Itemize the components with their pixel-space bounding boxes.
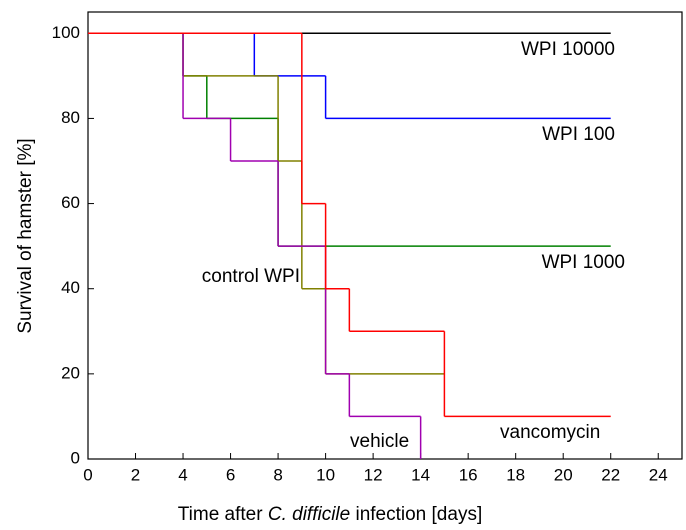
series-label: WPI 1000: [542, 252, 625, 273]
series-label: vancomycin: [500, 422, 600, 443]
x-title-part: C. difficile: [268, 504, 350, 525]
x-tick-label: 10: [316, 465, 335, 484]
x-tick-label: 8: [273, 465, 282, 484]
y-axis-title: Survival of hamster [%]: [15, 138, 36, 333]
x-tick-label: 24: [649, 465, 668, 484]
x-tick-label: 4: [178, 465, 187, 484]
x-tick-label: 16: [459, 465, 478, 484]
series-label: WPI 10000: [521, 39, 615, 60]
y-tick-label: 40: [61, 278, 80, 297]
plot-frame: [87, 11, 683, 460]
x-title-part: Time after: [178, 504, 268, 525]
x-title-part: infection [days]: [350, 504, 482, 525]
x-tick-label: 14: [411, 465, 430, 484]
y-tick-label: 60: [61, 193, 80, 212]
y-tick-label: 0: [71, 448, 80, 467]
x-axis-title: Time after C. difficile infection [days]: [178, 504, 482, 525]
x-tick-label: 22: [601, 465, 620, 484]
y-tick-label: 20: [61, 363, 80, 382]
x-tick-label: 20: [554, 465, 573, 484]
series-label: vehicle: [350, 431, 409, 452]
x-tick-label: 2: [131, 465, 140, 484]
x-tick-label: 18: [506, 465, 525, 484]
x-tick-label: 6: [226, 465, 235, 484]
series-label: WPI 100: [542, 124, 615, 145]
y-tick-label: 100: [52, 23, 80, 42]
x-tick-label: 0: [83, 465, 92, 484]
y-tick-label: 80: [61, 108, 80, 127]
series-label: control WPI: [202, 266, 300, 287]
x-tick-label: 12: [364, 465, 383, 484]
